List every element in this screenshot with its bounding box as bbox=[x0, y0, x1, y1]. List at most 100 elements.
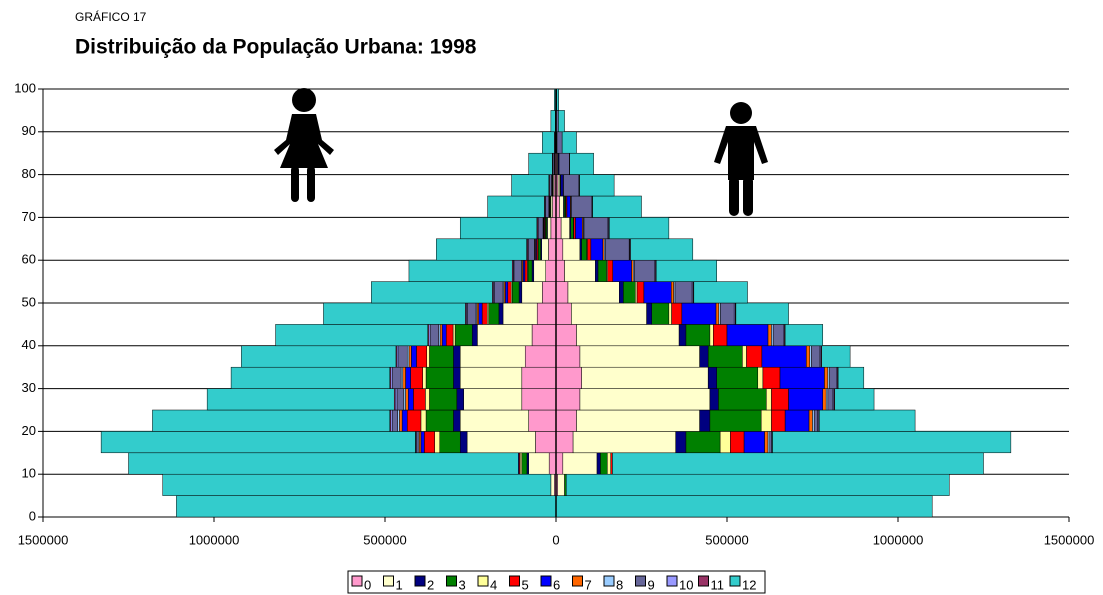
bar-segment bbox=[405, 366, 411, 389]
legend-swatch bbox=[383, 575, 394, 587]
bar-segment bbox=[821, 345, 851, 368]
plot-area: 0 10 20 30 40 50 60 70 80 90 100 1500000 1000000 5000… bbox=[14, 80, 1094, 547]
bar-segment bbox=[597, 259, 607, 282]
bar-segment bbox=[521, 366, 557, 389]
bar-segment bbox=[718, 302, 721, 325]
bar-segment bbox=[716, 366, 759, 389]
bar-segment bbox=[766, 388, 772, 411]
bar-segment bbox=[555, 238, 564, 261]
bar-segment bbox=[416, 345, 427, 368]
y-tick-label: 10 bbox=[22, 466, 36, 481]
legend-label: 8 bbox=[616, 577, 623, 592]
bar-segment bbox=[555, 431, 574, 454]
bar-segment bbox=[779, 366, 825, 389]
bar-segment bbox=[827, 366, 830, 389]
legend-swatch bbox=[603, 575, 615, 587]
bar-segment bbox=[452, 324, 456, 347]
x-tick-label: 500000 bbox=[363, 532, 406, 547]
bar-segment bbox=[557, 174, 561, 197]
bar-segment bbox=[631, 259, 634, 282]
bar-segment bbox=[416, 431, 419, 454]
bar-segment bbox=[555, 324, 577, 347]
bar-segment bbox=[674, 281, 693, 304]
bar-segment bbox=[562, 452, 598, 475]
bar-segment bbox=[564, 473, 567, 496]
bar-segment bbox=[636, 281, 645, 304]
bar-segment bbox=[408, 388, 414, 411]
bar-segment bbox=[459, 345, 526, 368]
bar-segment bbox=[397, 409, 400, 432]
bar-segment bbox=[767, 324, 772, 347]
bar-segment bbox=[569, 152, 594, 175]
bar-segment bbox=[395, 388, 398, 411]
bar-segment bbox=[784, 324, 824, 347]
bar-segment bbox=[542, 281, 557, 304]
bar-segment bbox=[576, 409, 700, 432]
bar-segment bbox=[566, 473, 950, 496]
bar-segment bbox=[410, 366, 423, 389]
bar-segment bbox=[579, 238, 582, 261]
bar-segment bbox=[522, 259, 526, 282]
legend-label: 5 bbox=[522, 577, 529, 592]
bar-segment bbox=[596, 452, 601, 475]
bar-segment bbox=[555, 259, 565, 282]
legend-label: 12 bbox=[742, 577, 756, 592]
bar-segment bbox=[834, 388, 875, 411]
bar-segment bbox=[771, 388, 789, 411]
bar-segment bbox=[537, 217, 544, 240]
x-tick-label: 1000000 bbox=[873, 532, 924, 547]
bar-segment bbox=[693, 281, 748, 304]
bar-segment bbox=[478, 302, 483, 325]
bar-segment bbox=[592, 195, 642, 218]
bar-segment bbox=[550, 110, 556, 133]
bar-segment bbox=[406, 345, 410, 368]
bar-segment bbox=[808, 409, 813, 432]
bar-segment bbox=[371, 281, 493, 304]
bar-segment bbox=[555, 366, 582, 389]
bar-segment bbox=[390, 409, 393, 432]
bar-segment bbox=[824, 366, 829, 389]
bar-segment bbox=[570, 217, 574, 240]
bar-segment bbox=[784, 409, 810, 432]
bar-segment bbox=[762, 366, 781, 389]
bar-segment bbox=[425, 388, 430, 411]
legend-swatch bbox=[572, 575, 583, 587]
bar-segment bbox=[555, 409, 577, 432]
bar-segment bbox=[429, 324, 439, 347]
bar-segment bbox=[550, 195, 553, 218]
bar-segment bbox=[502, 302, 538, 325]
bar-segment bbox=[564, 259, 596, 282]
bar-segment bbox=[587, 238, 592, 261]
woman-icon bbox=[274, 88, 334, 202]
legend-swatch bbox=[414, 575, 426, 587]
bar-segment bbox=[463, 388, 523, 411]
bar-segment bbox=[600, 452, 608, 475]
bar-segment bbox=[757, 366, 764, 389]
bar-segment bbox=[607, 259, 614, 282]
bar-segment bbox=[453, 366, 461, 389]
x-tick-label: 1000000 bbox=[189, 532, 240, 547]
bar-segment bbox=[583, 217, 609, 240]
bar-segment bbox=[524, 259, 528, 282]
bar-segment bbox=[542, 131, 555, 154]
bar-segment bbox=[579, 388, 711, 411]
y-tick-label: 100 bbox=[14, 80, 36, 95]
bar-segment bbox=[655, 259, 717, 282]
bar-segment bbox=[176, 495, 557, 518]
bar-segment bbox=[541, 238, 549, 261]
chart-label: GRÁFICO 17 bbox=[75, 9, 147, 24]
legend-label: 3 bbox=[459, 577, 466, 592]
bar-segment bbox=[822, 388, 827, 411]
bar-segment bbox=[572, 431, 676, 454]
bar-segment bbox=[505, 281, 509, 304]
bar-segment bbox=[439, 324, 443, 347]
bar-segment bbox=[396, 388, 405, 411]
bar-segment bbox=[454, 324, 473, 347]
bar-segment bbox=[681, 302, 717, 325]
bar-segment bbox=[436, 238, 527, 261]
bar-segment bbox=[429, 388, 458, 411]
bar-segment bbox=[813, 409, 818, 432]
bar-segment bbox=[825, 388, 829, 411]
bar-segment bbox=[526, 452, 529, 475]
bar-segment bbox=[487, 195, 545, 218]
